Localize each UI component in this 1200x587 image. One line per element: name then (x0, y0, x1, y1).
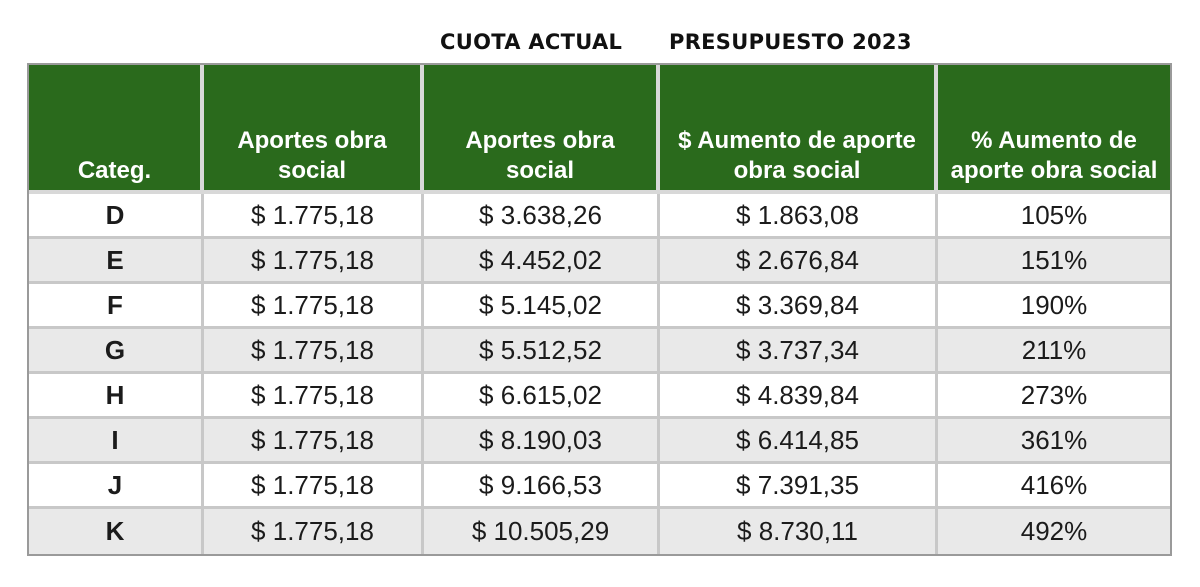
cell-aumento-pesos: $ 2.676,84 (660, 239, 938, 284)
cell-categ: F (29, 284, 204, 329)
column-header-aumento-pesos: $ Aumento de aporte obra social (660, 65, 938, 194)
cell-aportes-actual: $ 1.775,18 (204, 509, 424, 554)
cell-aportes-presupuesto: $ 6.615,02 (424, 374, 660, 419)
table-row: F $ 1.775,18 $ 5.145,02 $ 3.369,84 190% (29, 284, 1170, 329)
cell-aportes-actual: $ 1.775,18 (204, 284, 424, 329)
table-body: D $ 1.775,18 $ 3.638,26 $ 1.863,08 105% E $ 1.… (29, 194, 1170, 554)
column-header-aportes-presupuesto: Aportes obra social (424, 65, 660, 194)
cell-aportes-presupuesto: $ 9.166,53 (424, 464, 660, 509)
cell-aumento-porcentaje: 151% (938, 239, 1170, 284)
cell-aportes-presupuesto: $ 3.638,26 (424, 194, 660, 239)
cell-aumento-porcentaje: 492% (938, 509, 1170, 554)
column-header-categ: Categ. (29, 65, 204, 194)
cell-aportes-presupuesto: $ 4.452,02 (424, 239, 660, 284)
column-header-aumento-porcentaje: % Aumento de aporte obra social (938, 65, 1170, 194)
contribution-table: Categ. Aportes obra social Aportes obra … (27, 63, 1172, 556)
table-row: H $ 1.775,18 $ 6.615,02 $ 4.839,84 273% (29, 374, 1170, 419)
cell-aumento-pesos: $ 3.737,34 (660, 329, 938, 374)
cell-aportes-actual: $ 1.775,18 (204, 464, 424, 509)
cell-aumento-pesos: $ 8.730,11 (660, 509, 938, 554)
cell-aumento-pesos: $ 4.839,84 (660, 374, 938, 419)
table-row: K $ 1.775,18 $ 10.505,29 $ 8.730,11 492% (29, 509, 1170, 554)
cell-aumento-porcentaje: 211% (938, 329, 1170, 374)
table-row: G $ 1.775,18 $ 5.512,52 $ 3.737,34 211% (29, 329, 1170, 374)
cell-categ: D (29, 194, 204, 239)
cell-aumento-pesos: $ 3.369,84 (660, 284, 938, 329)
cell-aportes-actual: $ 1.775,18 (204, 194, 424, 239)
table-row: I $ 1.775,18 $ 8.190,03 $ 6.414,85 361% (29, 419, 1170, 464)
column-header-aportes-actual: Aportes obra social (204, 65, 424, 194)
cell-aumento-pesos: $ 6.414,85 (660, 419, 938, 464)
cell-aportes-actual: $ 1.775,18 (204, 419, 424, 464)
cell-categ: E (29, 239, 204, 284)
cell-aportes-presupuesto: $ 8.190,03 (424, 419, 660, 464)
cell-aportes-actual: $ 1.775,18 (204, 329, 424, 374)
table-row: E $ 1.775,18 $ 4.452,02 $ 2.676,84 151% (29, 239, 1170, 284)
cell-categ: J (29, 464, 204, 509)
cell-aumento-porcentaje: 105% (938, 194, 1170, 239)
cell-aumento-porcentaje: 416% (938, 464, 1170, 509)
cell-aumento-pesos: $ 7.391,35 (660, 464, 938, 509)
cell-categ: K (29, 509, 204, 554)
cell-aportes-actual: $ 1.775,18 (204, 239, 424, 284)
group-label-presupuesto-2023: PRESUPUESTO 2023 (669, 30, 912, 54)
cell-aportes-presupuesto: $ 5.512,52 (424, 329, 660, 374)
cell-aumento-porcentaje: 273% (938, 374, 1170, 419)
cell-aportes-presupuesto: $ 10.505,29 (424, 509, 660, 554)
table-row: J $ 1.775,18 $ 9.166,53 $ 7.391,35 416% (29, 464, 1170, 509)
cell-aumento-pesos: $ 1.863,08 (660, 194, 938, 239)
cell-aportes-presupuesto: $ 5.145,02 (424, 284, 660, 329)
group-label-cuota-actual: CUOTA ACTUAL (440, 30, 623, 54)
table-header-row: Categ. Aportes obra social Aportes obra … (29, 65, 1170, 194)
table-row: D $ 1.775,18 $ 3.638,26 $ 1.863,08 105% (29, 194, 1170, 239)
cell-categ: I (29, 419, 204, 464)
cell-aumento-porcentaje: 361% (938, 419, 1170, 464)
cell-categ: H (29, 374, 204, 419)
cell-aumento-porcentaje: 190% (938, 284, 1170, 329)
cell-aportes-actual: $ 1.775,18 (204, 374, 424, 419)
cell-categ: G (29, 329, 204, 374)
